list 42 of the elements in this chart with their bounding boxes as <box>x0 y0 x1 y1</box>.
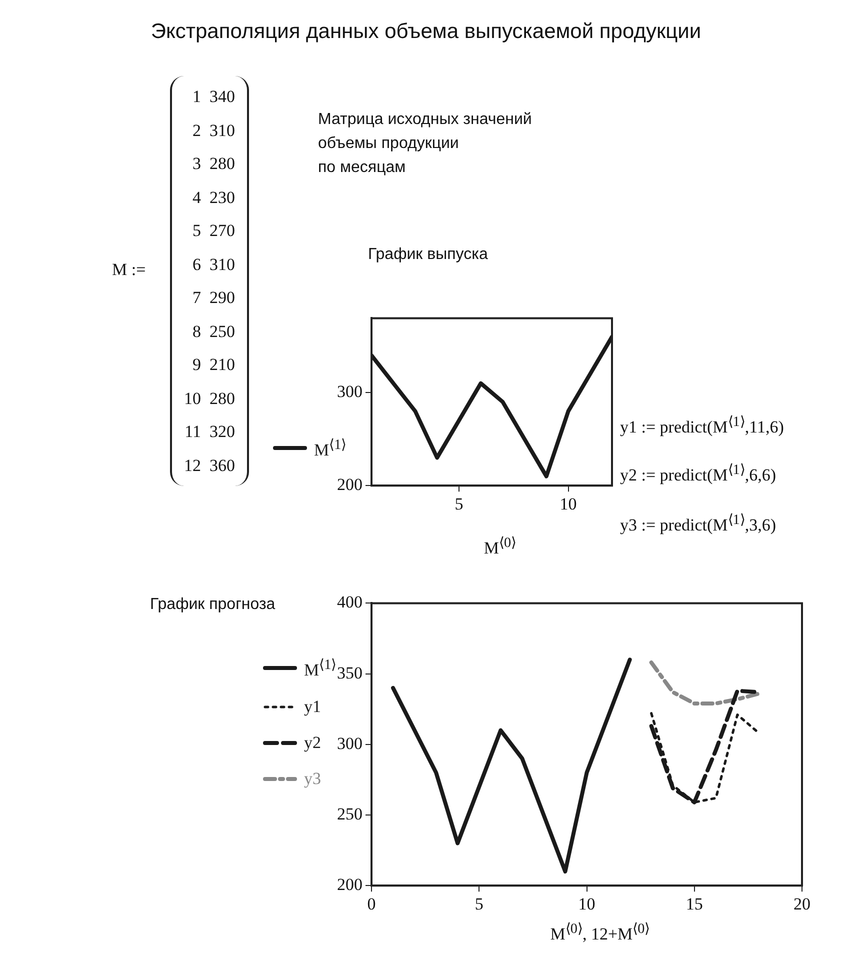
x-tick-label: 10 <box>578 894 596 914</box>
y-tick-label: 350 <box>337 663 362 682</box>
text: 7 290 <box>192 287 235 309</box>
text: 5 270 <box>192 220 235 242</box>
text: y1 := predict(M$^{⟨1⟩}$,11,6) <box>620 413 784 439</box>
legend-label: M$^{⟨1⟩}$ <box>314 436 346 462</box>
x-tick-label: 20 <box>794 894 810 914</box>
text: 2 310 <box>192 120 235 142</box>
legend-label: M$^{⟨1⟩}$ <box>304 656 336 682</box>
text: Матрица исходных значений объемы продукции по месяцам <box>318 110 532 178</box>
chart-title: График выпуска <box>368 246 488 264</box>
text: M := <box>112 260 146 280</box>
x-tick-label: 0 <box>367 894 376 914</box>
y-tick-label: 300 <box>337 734 362 753</box>
text: 10 280 <box>184 388 235 410</box>
text: 4 230 <box>192 186 235 208</box>
x-axis-title: M$^{⟨0⟩}$, 12+M$^{⟨0⟩}$ <box>550 920 650 945</box>
legend-label: y3 <box>304 768 321 790</box>
x-tick-label: 5 <box>454 494 464 514</box>
text: y2 := predict(M$^{⟨1⟩}$,6,6) <box>620 461 776 487</box>
y-tick-label: 200 <box>337 875 362 894</box>
text: 6 310 <box>192 254 235 276</box>
x-axis-title: M$^{⟨0⟩}$ <box>484 534 516 559</box>
text: 11 320 <box>184 421 235 443</box>
text: 12 360 <box>184 454 235 476</box>
x-tick-label: 15 <box>686 894 703 914</box>
y-tick-label: 300 <box>337 382 362 402</box>
text: 1 340 <box>192 86 235 108</box>
y-tick-label: 200 <box>337 475 362 494</box>
text: 9 210 <box>192 354 235 376</box>
legend-label: y2 <box>304 732 321 754</box>
text: 3 280 <box>192 153 235 175</box>
line-series <box>649 660 761 706</box>
text: График прогноза <box>150 596 276 614</box>
y-tick-label: 250 <box>337 804 362 824</box>
text: y3 := predict(M$^{⟨1⟩}$,3,6) <box>620 511 776 537</box>
x-tick-label: 5 <box>474 894 484 914</box>
text: Экстраполяция данных объема выпускаемой продукции <box>150 20 702 44</box>
legend-label: y1 <box>304 696 321 718</box>
y-tick-label: 400 <box>337 592 362 612</box>
x-tick-label: 10 <box>560 494 577 514</box>
text: 8 250 <box>192 320 235 342</box>
